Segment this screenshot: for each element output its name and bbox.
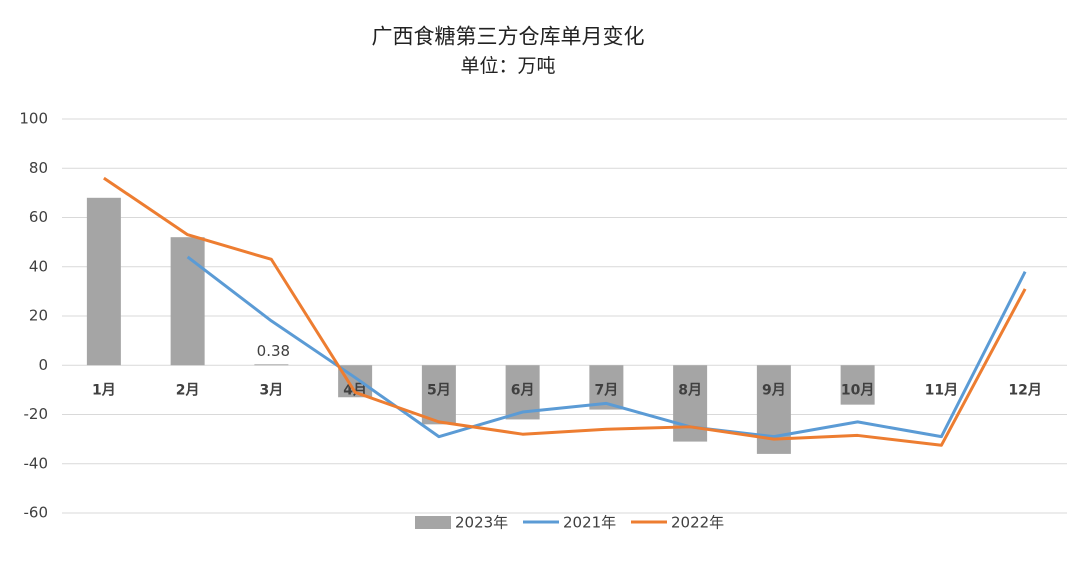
- x-tick-label: 12月: [1008, 382, 1041, 398]
- bar: [673, 365, 708, 442]
- x-tick-label: 3月: [260, 382, 284, 398]
- x-tick-label: 8月: [678, 382, 702, 398]
- y-tick-label: 40: [29, 257, 48, 275]
- legend-label: 2021年: [563, 514, 616, 532]
- legend-label: 2022年: [671, 514, 724, 532]
- legend-swatch: [415, 516, 451, 529]
- bar: [840, 365, 875, 405]
- bar: [86, 197, 121, 366]
- x-tick-label: 6月: [511, 382, 535, 398]
- line: [103, 176, 1027, 447]
- y-tick-label: 80: [29, 159, 48, 177]
- y-tick-label: 20: [29, 307, 48, 325]
- y-tick-label: 100: [19, 110, 48, 128]
- x-tick-label: 9月: [762, 382, 786, 398]
- bar: [254, 364, 289, 366]
- x-tick-label: 10月: [841, 382, 874, 398]
- line: [186, 255, 1027, 439]
- chart-title: 广西食糖第三方仓库单月变化: [372, 25, 645, 49]
- x-tick-label: 5月: [427, 382, 451, 398]
- y-tick-label: -60: [24, 504, 49, 522]
- y-tick-label: 0: [38, 356, 48, 374]
- bar: [170, 237, 205, 366]
- value-label: 0.38: [257, 342, 290, 360]
- y-tick-label: 60: [29, 208, 48, 226]
- y-tick-label: -40: [24, 454, 49, 472]
- x-tick-label: 11月: [925, 382, 958, 398]
- x-tick-label: 1月: [92, 382, 116, 398]
- x-tick-label: 2月: [176, 382, 200, 398]
- x-tick-label: 7月: [595, 382, 619, 398]
- chart-subtitle: 单位：万吨: [460, 55, 555, 77]
- legend-label: 2023年: [455, 514, 508, 532]
- bar: [421, 365, 456, 425]
- y-tick-label: -20: [24, 405, 49, 423]
